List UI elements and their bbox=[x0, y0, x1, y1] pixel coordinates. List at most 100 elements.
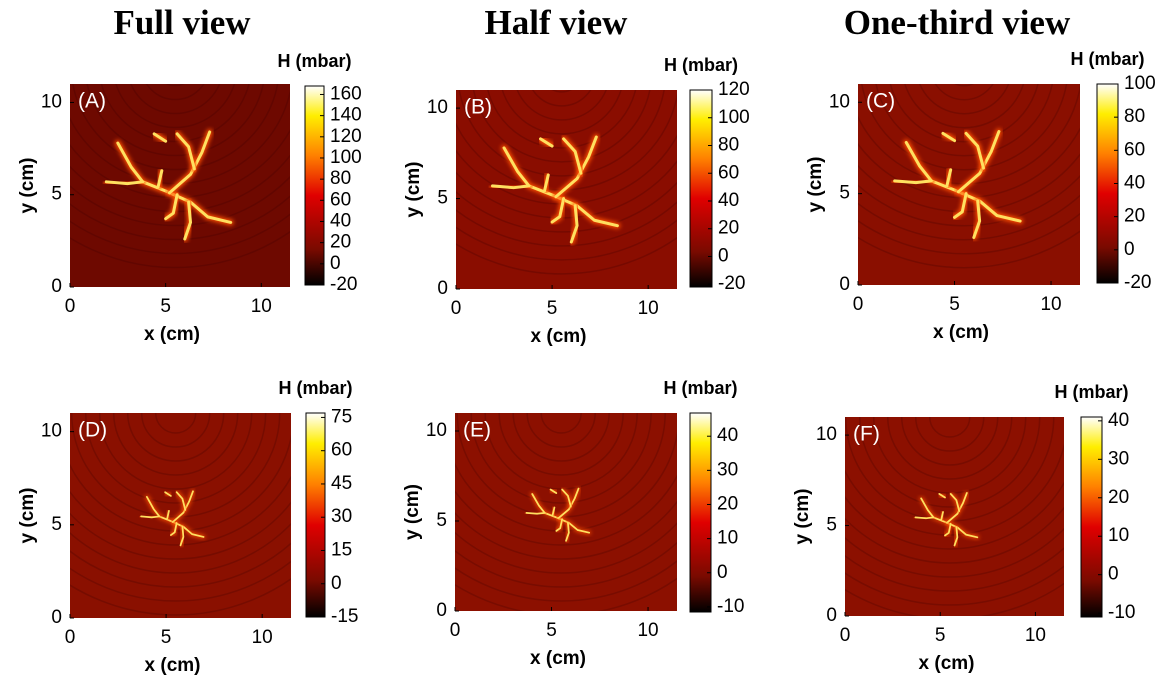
artifact-ring bbox=[70, 560, 291, 602]
vessel bbox=[551, 506, 556, 517]
artifact-ring bbox=[858, 194, 1080, 241]
artifact-ring bbox=[858, 174, 1080, 227]
artifact-ring bbox=[540, 413, 582, 434]
colorbar bbox=[304, 85, 325, 286]
vessel bbox=[555, 518, 564, 532]
artifact-ring bbox=[532, 90, 592, 107]
vessel bbox=[104, 180, 145, 186]
vessel bbox=[179, 525, 185, 547]
colorbar-tick-label: -10 bbox=[717, 596, 744, 617]
vessel bbox=[972, 199, 982, 239]
vessel bbox=[167, 130, 212, 195]
vessel bbox=[491, 184, 531, 190]
artifact-ring bbox=[70, 89, 290, 185]
artifact-ring bbox=[501, 90, 622, 135]
colorbar-title: H (mbar) bbox=[664, 55, 738, 75]
vessel bbox=[562, 137, 583, 175]
artifact-ring bbox=[887, 417, 1013, 480]
colorbar-tick-label: 20 bbox=[718, 218, 739, 239]
vessel bbox=[953, 526, 959, 547]
artifact-ring bbox=[470, 413, 652, 504]
panel-label: (B) bbox=[464, 96, 492, 119]
colorbar-tick-label: 0 bbox=[1108, 564, 1119, 585]
y-tick-label: 5 bbox=[51, 184, 62, 205]
artifact-ring bbox=[455, 522, 677, 574]
artifact-ring bbox=[889, 84, 1039, 143]
artifact-ring bbox=[456, 201, 677, 247]
colorbar bbox=[305, 412, 326, 618]
artifact-ring bbox=[70, 542, 291, 588]
colorbar-tick-label: 80 bbox=[330, 168, 351, 189]
artifact-ring bbox=[70, 522, 291, 574]
vessel bbox=[941, 131, 957, 143]
artifact-ring bbox=[70, 195, 290, 241]
colorbar-tick-label: 0 bbox=[717, 562, 728, 583]
artifact-ring bbox=[456, 236, 677, 275]
colorbar-tick-label: 60 bbox=[1124, 139, 1145, 160]
column-title: Half view bbox=[485, 3, 629, 42]
artifact-ring bbox=[456, 181, 677, 233]
artifact-ring bbox=[861, 84, 1068, 171]
x-axis-label: x (cm) bbox=[145, 655, 201, 676]
colorbar-tick-label: 10 bbox=[717, 528, 738, 549]
y-axis-label: y (cm) bbox=[792, 489, 813, 545]
colorbar bbox=[689, 412, 712, 613]
artifact-ring bbox=[455, 500, 677, 560]
y-tick-label: 5 bbox=[826, 515, 837, 536]
artifact-ring bbox=[126, 413, 225, 462]
colorbar-tick-label: 120 bbox=[330, 126, 362, 147]
y-tick-label: 0 bbox=[436, 600, 447, 621]
colorbar-tick-label: 40 bbox=[718, 190, 739, 211]
vessel bbox=[920, 497, 979, 539]
x-tick-label: 5 bbox=[546, 620, 557, 641]
colorbar-tick-label: 60 bbox=[330, 189, 351, 210]
x-tick-label: 0 bbox=[840, 625, 851, 646]
x-tick-label: 0 bbox=[450, 620, 461, 641]
colorbar bbox=[1080, 416, 1103, 618]
vessel bbox=[549, 488, 558, 494]
vessel bbox=[525, 512, 546, 515]
vessel bbox=[940, 511, 944, 521]
panel-label: (A) bbox=[78, 90, 106, 113]
artifact-ring bbox=[70, 413, 281, 518]
colorbar-tick-label: 0 bbox=[331, 573, 342, 594]
vessel bbox=[904, 140, 1022, 223]
artifact-ring bbox=[551, 90, 572, 93]
colorbar-tick-label: 30 bbox=[717, 459, 738, 480]
colorbar-tick-label: 30 bbox=[331, 506, 352, 527]
colorbar-tick-label: 100 bbox=[718, 107, 750, 128]
vessel bbox=[140, 515, 161, 519]
colorbar-title: H (mbar) bbox=[663, 378, 737, 398]
colorbar-tick-label: 80 bbox=[718, 135, 739, 156]
artifact-ring bbox=[928, 417, 971, 438]
colorbar-tick-label: 45 bbox=[331, 473, 352, 494]
colorbar-tick-label: 60 bbox=[331, 440, 352, 461]
vessel bbox=[164, 193, 179, 221]
artifact-ring bbox=[875, 84, 1054, 157]
vessel bbox=[944, 522, 952, 537]
y-tick-label: 5 bbox=[436, 510, 447, 531]
artifact-ring bbox=[456, 219, 677, 261]
colorbar-tick-label: 15 bbox=[331, 539, 352, 560]
artifact-ring bbox=[458, 90, 665, 177]
artifact-ring bbox=[845, 527, 1064, 578]
y-tick-label: 0 bbox=[51, 607, 62, 628]
colorbar-tick-label: 30 bbox=[1108, 448, 1129, 469]
colorbar-tick-label: 0 bbox=[718, 245, 729, 266]
vessel bbox=[170, 522, 178, 536]
x-axis-label: x (cm) bbox=[530, 648, 586, 669]
vessel bbox=[152, 132, 168, 143]
artifact-ring bbox=[498, 413, 624, 476]
x-axis-label: x (cm) bbox=[919, 653, 975, 674]
x-tick-label: 0 bbox=[65, 296, 76, 317]
vessel bbox=[949, 493, 961, 512]
artifact-ring bbox=[72, 84, 279, 171]
artifact-ring bbox=[98, 413, 253, 490]
panel-label: (F) bbox=[853, 423, 880, 446]
colorbar-title: H (mbar) bbox=[278, 378, 352, 398]
vessel bbox=[175, 491, 187, 511]
colorbar-tick-label: -20 bbox=[1124, 272, 1151, 293]
colorbar-tick-label: 40 bbox=[1108, 410, 1129, 431]
vessel bbox=[183, 200, 193, 241]
